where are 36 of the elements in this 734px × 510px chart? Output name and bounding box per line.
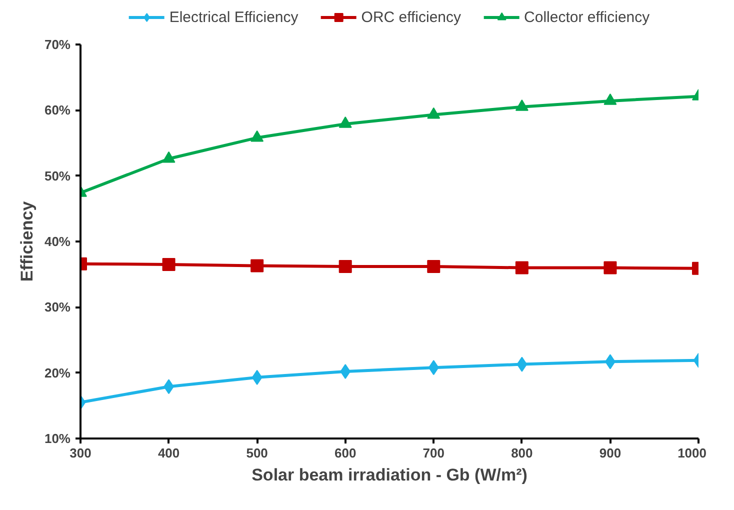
point: [338, 116, 352, 128]
point: [604, 94, 617, 105]
y-tick-label: 30%: [44, 300, 71, 315]
point: [338, 260, 352, 273]
point: [427, 260, 440, 273]
point: [516, 356, 528, 372]
legend-label: Electrical Efficiency: [169, 8, 298, 26]
x-tick-label: 1000: [678, 446, 706, 460]
point: [340, 364, 351, 380]
y-tick-label: 40%: [44, 234, 71, 249]
y-tick-label: 70%: [44, 37, 71, 52]
point: [515, 261, 528, 274]
x-axis-title: Solar beam irradiation - Gb (W/m²): [252, 466, 528, 484]
y-tick-label: 50%: [44, 168, 71, 184]
x-tick-label: 600: [334, 446, 356, 460]
x-tick-label: 700: [422, 446, 444, 460]
point: [252, 370, 262, 385]
x-tick-label: 300: [70, 446, 92, 460]
point: [604, 261, 617, 274]
point: [162, 258, 176, 271]
x-tick-label: 900: [599, 446, 622, 460]
point: [427, 107, 440, 119]
point: [250, 130, 264, 142]
y-axis-title: Efficiency: [17, 200, 36, 282]
x-tick-label: 500: [246, 446, 268, 460]
y-tick-label: 60%: [44, 102, 71, 118]
legend-label: Collector efficiency: [524, 8, 650, 26]
x-tick-label: 400: [158, 446, 180, 460]
y-tick-label: 10%: [44, 431, 71, 446]
point: [162, 151, 176, 163]
point: [515, 99, 528, 111]
y-tick-label: 20%: [44, 365, 71, 380]
x-tick-label: 800: [511, 446, 533, 460]
legend-label: ORC efficiency: [361, 8, 462, 26]
point: [428, 360, 439, 376]
point: [250, 259, 264, 272]
